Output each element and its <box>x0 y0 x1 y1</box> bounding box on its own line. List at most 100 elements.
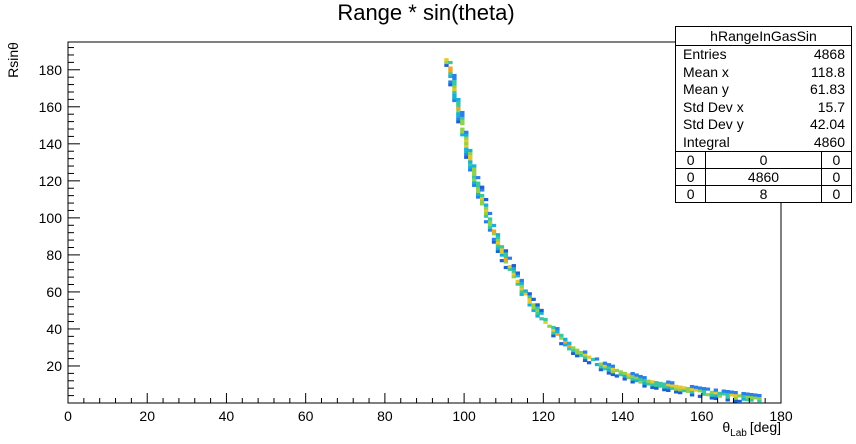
heatmap-cell <box>741 397 746 401</box>
heatmap-cell <box>697 386 703 390</box>
heatmap-cell <box>701 392 707 396</box>
heatmap-cell <box>468 154 473 158</box>
x-tick-label: 40 <box>219 408 235 424</box>
heatmap-cell <box>444 60 449 65</box>
stats-row: Mean y 61.83 <box>676 81 851 99</box>
heatmap-cell <box>578 350 584 355</box>
heatmap-cell <box>464 147 469 151</box>
heatmap-cell <box>444 63 449 67</box>
heatmap-cell <box>511 275 517 279</box>
heatmap-cell <box>464 136 469 140</box>
heatmap-cell <box>563 340 568 344</box>
heatmap-cell <box>618 373 623 377</box>
heatmap-cell <box>650 383 655 387</box>
heatmap-cell <box>456 111 461 116</box>
heatmap-cell <box>495 233 501 237</box>
heatmap-cell <box>670 386 675 390</box>
heatmap-cell <box>575 354 580 358</box>
stats-grid-cell: 0 <box>705 152 822 169</box>
heatmap-cell <box>693 388 699 392</box>
heatmap-cell <box>452 93 457 97</box>
heatmap-cell <box>598 362 604 366</box>
heatmap-cell <box>464 144 469 148</box>
heatmap-cell <box>646 379 651 383</box>
heatmap-cell <box>610 370 616 374</box>
heatmap-cell <box>515 279 520 283</box>
heatmap-cell <box>689 387 695 391</box>
heatmap-cell <box>448 66 453 70</box>
heatmap-cell <box>460 110 465 115</box>
heatmap-cell <box>448 69 453 73</box>
heatmap-cell <box>475 187 481 191</box>
heatmap-cell <box>674 384 679 388</box>
heatmap-cell <box>757 399 762 403</box>
heatmap-cell <box>575 351 580 355</box>
x-tick-label: 160 <box>690 408 714 424</box>
heatmap-cell <box>479 185 485 189</box>
heatmap-cell <box>689 384 695 389</box>
heatmap-cell <box>515 274 520 278</box>
heatmap-cell <box>563 337 568 341</box>
heatmap-cell <box>527 303 532 307</box>
heatmap-cell <box>468 160 473 164</box>
heatmap-cell <box>650 380 655 384</box>
stats-label: Std Dev x <box>683 98 744 115</box>
x-axis-label-sub: Lab <box>730 428 747 439</box>
heatmap-cell <box>666 380 671 384</box>
heatmap-cell <box>483 214 489 218</box>
heatmap-cell <box>503 254 509 258</box>
heatmap-cell <box>472 169 477 174</box>
chart-title: Range * sin(theta) <box>337 0 514 25</box>
heatmap-cell <box>483 203 489 207</box>
heatmap-cell <box>527 294 532 299</box>
heatmap-cell <box>582 356 588 360</box>
heatmap-cell <box>503 249 509 253</box>
heatmap-cell <box>460 119 465 123</box>
heatmap-cell <box>523 292 528 296</box>
x-axis-label: θLab [deg] <box>722 419 781 439</box>
stats-grid-cell: 8 <box>705 185 822 202</box>
heatmap-cell <box>487 217 493 221</box>
heatmap-cell <box>491 240 497 244</box>
heatmap-cell <box>586 361 592 365</box>
heatmap-cell <box>638 377 643 381</box>
heatmap-cell <box>531 308 536 313</box>
heatmap-cell <box>630 371 635 376</box>
heatmap-cell <box>571 349 576 353</box>
heatmap-cell <box>594 362 600 367</box>
stats-value: 4868 <box>813 46 845 62</box>
heatmap-cell <box>590 357 596 362</box>
heatmap-cell <box>515 271 520 275</box>
heatmap-cell <box>555 329 560 333</box>
heatmap-cell <box>551 331 556 335</box>
heatmap-cell <box>725 398 730 402</box>
heatmap-cell <box>610 367 616 371</box>
heatmap-cell <box>499 250 505 254</box>
heatmap-cell <box>483 211 489 216</box>
heatmap-cell <box>697 394 703 398</box>
stats-value: 42.04 <box>809 116 845 132</box>
heatmap-cell <box>721 392 726 396</box>
heatmap-cell <box>479 199 485 203</box>
heatmap-cell <box>539 308 544 313</box>
heatmap-cell <box>495 249 501 253</box>
heatmap-cell <box>464 150 469 154</box>
heatmap-cell <box>448 80 453 84</box>
stats-value: 118.8 <box>811 63 845 80</box>
heatmap-cell <box>567 347 572 351</box>
heatmap-cell <box>571 351 576 356</box>
heatmap-cell <box>531 303 536 307</box>
x-tick-label: 80 <box>377 408 393 424</box>
stats-value: 61.83 <box>809 81 845 97</box>
heatmap-cell <box>460 133 465 137</box>
heatmap-cell <box>729 393 734 397</box>
heatmap-cell <box>725 390 730 394</box>
heatmap-cell <box>519 284 524 288</box>
heatmap-cell <box>519 287 524 291</box>
heatmap-cell <box>729 390 734 394</box>
y-tick-label: 180 <box>39 62 63 78</box>
heatmap-cell <box>709 390 715 394</box>
heatmap-cell <box>495 241 501 245</box>
heatmap-cell <box>685 386 691 391</box>
stats-row: Std Dev x 15.7 <box>676 99 851 117</box>
